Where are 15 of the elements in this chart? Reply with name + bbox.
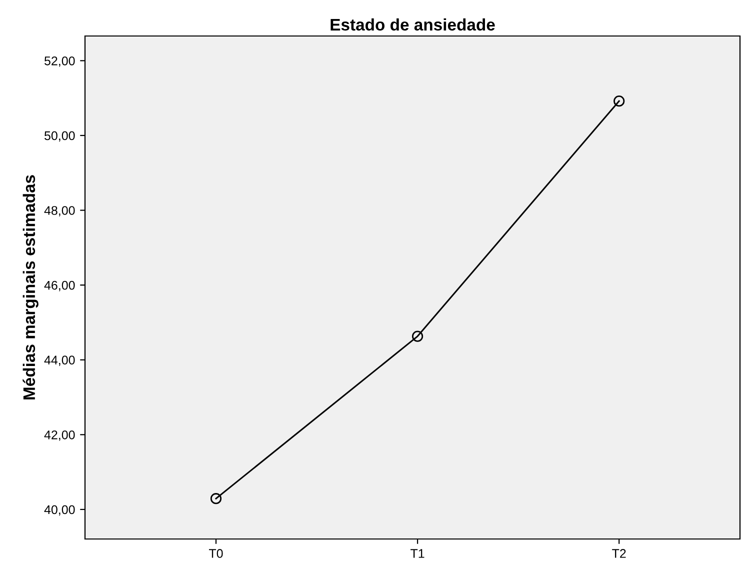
y-tick-label: 44,00 — [44, 356, 75, 366]
point — [614, 96, 625, 107]
x-tick-label: T1 — [410, 549, 424, 558]
point — [412, 330, 424, 342]
y-tick-label: 50,00 — [44, 131, 75, 142]
x-tick-label: T0 — [208, 549, 223, 558]
chart-title: Estado de ansiedade — [330, 18, 495, 31]
x-tick-label: T2 — [612, 549, 626, 558]
y-axis-title: Médias marginais estimadas — [22, 175, 38, 400]
y-tick-label: 46,00 — [44, 280, 75, 292]
y-tick-label: 48,00 — [44, 206, 75, 216]
y-tick-label: 52,00 — [44, 56, 75, 67]
y-tick-label: 40,00 — [44, 505, 75, 516]
point — [210, 493, 222, 504]
y-tick-label: 42,00 — [44, 430, 75, 441]
